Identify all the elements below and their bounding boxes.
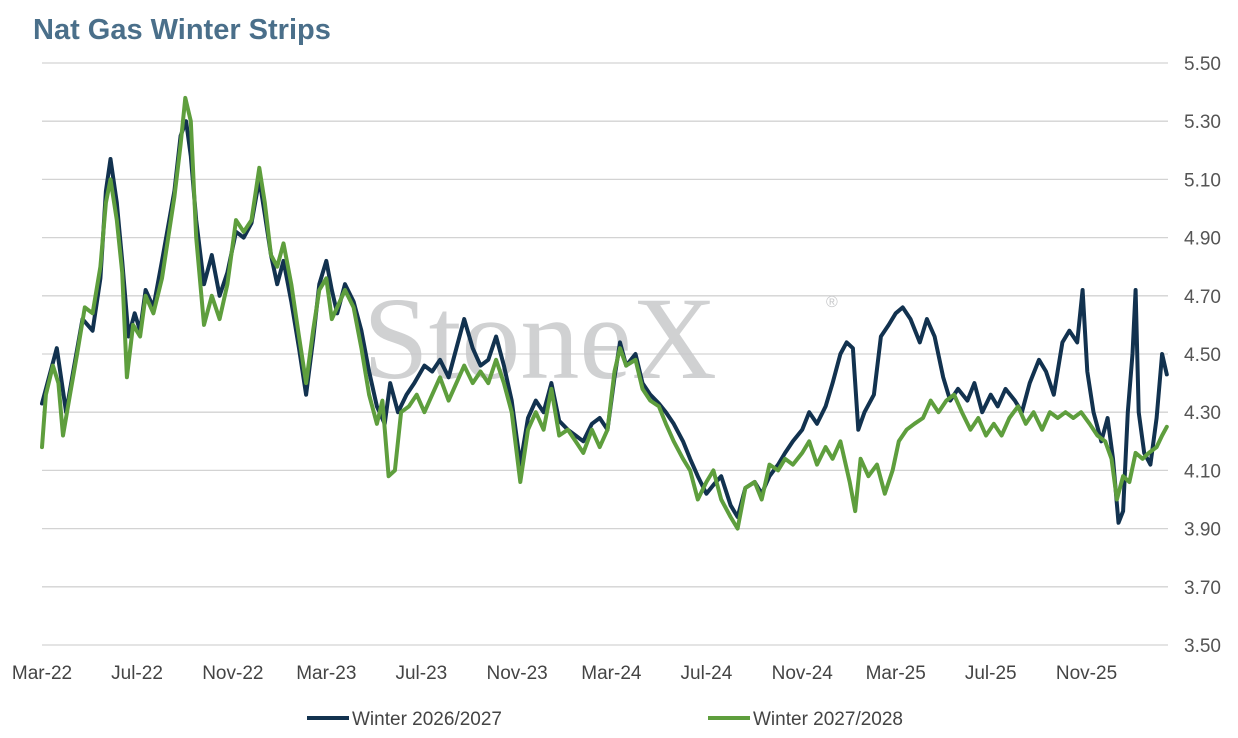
watermark: StoneX ®: [363, 273, 838, 404]
x-tick-label: Jul-25: [965, 663, 1017, 684]
y-tick-label: 5.50: [1184, 54, 1221, 75]
x-tick-label: Nov-22: [202, 663, 263, 684]
x-tick-label: Nov-24: [772, 663, 834, 684]
legend: Winter 2026/2027 Winter 2027/2028: [307, 709, 903, 730]
y-tick-label: 3.70: [1184, 578, 1221, 599]
chart-title: Nat Gas Winter Strips: [33, 14, 331, 46]
x-tick-label: Nov-23: [487, 663, 548, 684]
y-tick-label: 4.70: [1184, 287, 1221, 308]
series-lines: [40, 95, 1169, 531]
legend-label-2: Winter 2027/2028: [753, 709, 903, 730]
x-tick-label: Mar-24: [581, 663, 642, 684]
y-tick-label: 3.50: [1184, 636, 1221, 657]
y-tick-label: 4.50: [1184, 345, 1221, 366]
x-tick-label: Jul-23: [395, 663, 447, 684]
x-tick-label: Nov-25: [1056, 663, 1117, 684]
gridlines: [42, 62, 1168, 646]
x-tick-label: Jul-24: [681, 663, 733, 684]
x-tick-label: Mar-25: [866, 663, 926, 684]
series-line-2: [40, 95, 1169, 531]
x-tick-label: Jul-22: [111, 663, 163, 684]
y-tick-label: 3.90: [1184, 520, 1221, 541]
y-tick-label: 4.90: [1184, 229, 1221, 250]
y-tick-label: 4.10: [1184, 461, 1221, 482]
watermark-registered-mark: ®: [826, 294, 838, 311]
y-axis-ticks: 5.50 5.30 5.10 4.90 4.70 4.50 4.30 4.10 3.90 3.70…: [1184, 54, 1221, 657]
x-axis-ticks: Mar-22 Jul-22 Nov-22 Mar-23 Jul-23 Nov-23 Mar-…: [12, 663, 1117, 684]
y-tick-label: 5.10: [1184, 170, 1221, 191]
x-tick-label: Mar-23: [296, 663, 356, 684]
y-tick-label: 4.30: [1184, 403, 1221, 424]
y-tick-label: 5.30: [1184, 112, 1221, 133]
x-tick-label: Mar-22: [12, 663, 72, 684]
legend-label-1: Winter 2026/2027: [352, 709, 502, 730]
watermark-text: StoneX: [363, 273, 717, 404]
